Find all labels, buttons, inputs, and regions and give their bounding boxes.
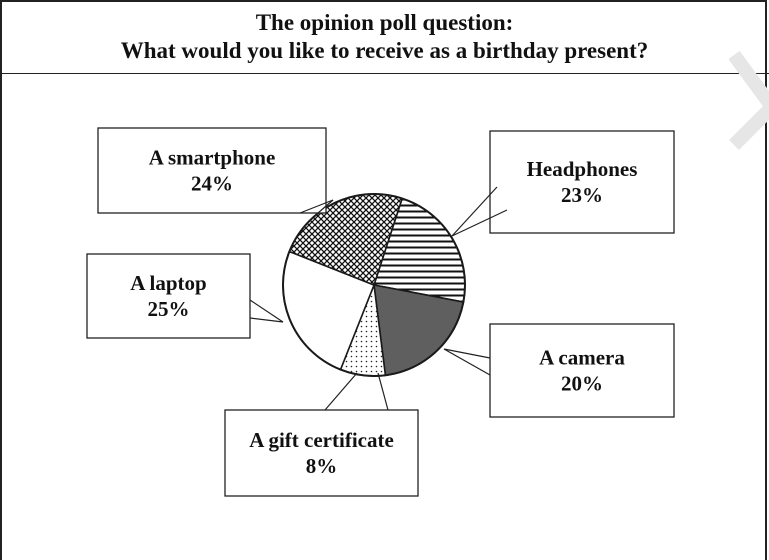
slice-value-headphones: 23% bbox=[561, 183, 603, 207]
callout-pointer-headphones bbox=[451, 186, 498, 237]
slice-value-a-camera: 20% bbox=[561, 372, 603, 396]
slice-label-a-smartphone: A smartphone bbox=[149, 146, 276, 170]
callout-pointer-a-laptop bbox=[249, 299, 284, 323]
slice-label-a-camera: A camera bbox=[539, 346, 625, 370]
callout-box-a-gift-certificate bbox=[224, 409, 419, 497]
callout-pointer-headphones bbox=[451, 209, 508, 237]
pie-outline bbox=[282, 193, 466, 377]
callout-pointer-a-smartphone bbox=[299, 199, 334, 214]
callout-box-a-laptop bbox=[86, 253, 251, 339]
slice-label-headphones: Headphones bbox=[527, 157, 638, 181]
slice-label-a-gift-certificate: A gift certificate bbox=[249, 428, 394, 452]
chart-title: The opinion poll question: bbox=[255, 10, 514, 35]
slice-value-a-smartphone: 24% bbox=[191, 172, 233, 196]
slice-value-a-gift-certificate: 8% bbox=[306, 454, 338, 478]
watermark-cross bbox=[729, 50, 769, 150]
callout-pointer-a-camera bbox=[443, 348, 491, 376]
pie-slices bbox=[282, 193, 466, 377]
callout-pointer-a-laptop bbox=[249, 317, 284, 323]
callout-pointer-a-camera bbox=[443, 348, 491, 359]
chart-title-area: The opinion poll question: What would yo… bbox=[0, 0, 769, 74]
callout-box-a-camera bbox=[489, 323, 675, 418]
callout-pointer-a-gift-certificate bbox=[377, 372, 389, 411]
chart-subtitle: What would you like to receive as a birt… bbox=[120, 38, 649, 63]
callout-box-headphones bbox=[489, 130, 675, 234]
slice-value-a-laptop: 25% bbox=[148, 297, 190, 321]
slice-label-a-laptop: A laptop bbox=[130, 271, 206, 295]
callout-pointer-a-gift-certificate bbox=[324, 372, 358, 411]
callout-pointer-a-smartphone bbox=[317, 199, 334, 214]
callout-box-a-smartphone bbox=[97, 127, 327, 214]
